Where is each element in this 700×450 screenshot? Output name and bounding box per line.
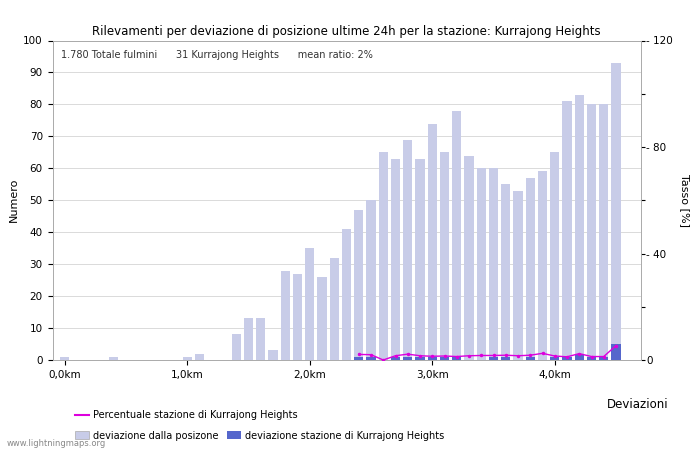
Text: 1.780 Totale fulmini      31 Kurrajong Heights      mean ratio: 2%: 1.780 Totale fulmini 31 Kurrajong Height… (62, 50, 373, 60)
Bar (354, 210, 363, 360)
Bar (526, 357, 535, 360)
Bar (477, 168, 486, 360)
Bar (60, 357, 69, 360)
Legend: Percentuale stazione di Kurrajong Heights: Percentuale stazione di Kurrajong Height… (75, 410, 298, 420)
Bar (538, 171, 547, 360)
Bar (575, 354, 584, 360)
Bar (599, 357, 608, 360)
Bar (183, 357, 192, 360)
Bar (379, 152, 388, 360)
Bar (526, 178, 535, 360)
Bar (403, 357, 412, 360)
Bar (354, 357, 363, 360)
Bar (501, 184, 510, 360)
Legend: deviazione dalla posizone, deviazione stazione di Kurrajong Heights: deviazione dalla posizone, deviazione st… (75, 431, 444, 441)
Bar (391, 357, 400, 360)
Bar (599, 104, 608, 360)
Bar (562, 357, 572, 360)
Bar (305, 248, 314, 360)
Bar (489, 357, 498, 360)
Bar (428, 124, 437, 360)
Bar (317, 277, 327, 360)
Bar (513, 191, 523, 360)
Bar (268, 351, 278, 360)
Bar (489, 168, 498, 360)
Y-axis label: Tasso [%]: Tasso [%] (680, 174, 689, 227)
Bar (464, 156, 474, 360)
Bar (415, 159, 425, 360)
Bar (587, 357, 596, 360)
Title: Rilevamenti per deviazione di posizione ultime 24h per la stazione: Kurrajong He: Rilevamenti per deviazione di posizione … (92, 25, 601, 38)
Bar (403, 140, 412, 360)
Bar (452, 357, 461, 360)
Bar (244, 319, 253, 360)
Bar (611, 63, 621, 360)
Bar (587, 104, 596, 360)
Bar (256, 319, 265, 360)
Bar (342, 229, 351, 360)
Bar (575, 95, 584, 360)
Bar (330, 258, 339, 360)
Bar (550, 152, 559, 360)
Bar (440, 357, 449, 360)
Bar (428, 357, 437, 360)
Y-axis label: Numero: Numero (9, 178, 19, 222)
Text: www.lightningmaps.org: www.lightningmaps.org (7, 439, 106, 448)
Bar (501, 357, 510, 360)
Bar (293, 274, 302, 360)
Bar (562, 101, 572, 360)
Bar (550, 357, 559, 360)
Bar (281, 270, 290, 360)
Bar (195, 354, 204, 360)
Bar (452, 111, 461, 360)
Bar (415, 357, 425, 360)
Bar (440, 152, 449, 360)
Bar (109, 357, 118, 360)
Text: Deviazioni: Deviazioni (607, 398, 668, 411)
Bar (232, 334, 241, 360)
Bar (611, 344, 621, 360)
Bar (366, 357, 376, 360)
Bar (366, 200, 376, 360)
Bar (391, 159, 400, 360)
